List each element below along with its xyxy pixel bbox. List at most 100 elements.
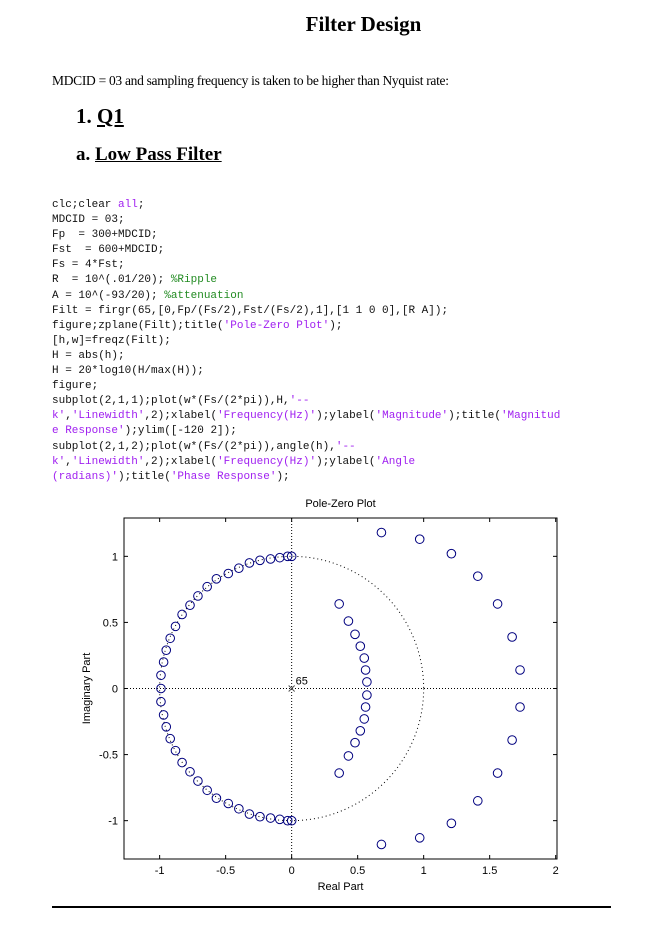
code-string: 'Magnitude' bbox=[375, 410, 449, 423]
code-line: figure;zplane(Filt);title('Pole-Zero Plo… bbox=[52, 319, 645, 334]
zero-marker bbox=[255, 811, 265, 822]
code-text: H = abs(h); bbox=[52, 349, 125, 362]
code-text: R = 10^(.01/20); bbox=[52, 274, 171, 287]
zero-marker bbox=[492, 599, 503, 609]
zero-marker bbox=[234, 803, 244, 814]
zero-marker bbox=[161, 645, 172, 655]
x-tick-label: 0 bbox=[289, 865, 295, 877]
code-line: (radians)');title('Phase Response'); bbox=[52, 470, 645, 485]
subsection-number: a. bbox=[76, 144, 91, 165]
zero-marker bbox=[360, 665, 371, 675]
code-text: MDCID = 03; bbox=[52, 214, 125, 227]
code-string: 'Angle bbox=[375, 455, 416, 468]
x-tick-label: 1.5 bbox=[482, 865, 497, 877]
code-text: , bbox=[65, 410, 72, 423]
code-line: MDCID = 03; bbox=[52, 213, 645, 228]
x-tick-label: 2 bbox=[553, 865, 559, 877]
code-text: clc;clear bbox=[52, 199, 119, 211]
zero-marker bbox=[362, 677, 372, 687]
intro-paragraph: MDCID = 03 and sampling frequency is tak… bbox=[52, 73, 449, 88]
zero-marker bbox=[202, 785, 212, 796]
code-text: , bbox=[65, 455, 72, 468]
code-string: '-- bbox=[289, 395, 310, 408]
zero-marker bbox=[286, 551, 297, 562]
code-text: ); bbox=[329, 319, 343, 332]
unit-circle bbox=[159, 555, 425, 822]
code-string: 'Magnitud bbox=[500, 410, 561, 423]
code-line: R = 10^(.01/20); %Ripple bbox=[52, 273, 645, 288]
zero-marker bbox=[223, 798, 234, 809]
code-text: [h,w]=freqz(Filt); bbox=[52, 334, 171, 347]
zero-marker bbox=[156, 683, 166, 694]
code-line: subplot(2,1,1);plot(w*(Fs/(2*pi)),H,'-- bbox=[52, 394, 645, 409]
code-string: (radians)' bbox=[52, 470, 119, 483]
code-line: subplot(2,1,2);plot(w*(Fs/(2*pi)),angle(… bbox=[52, 440, 645, 455]
zero-marker bbox=[211, 793, 222, 804]
x-tick-label: -1 bbox=[155, 865, 165, 877]
code-text: );ylim([-120 2]); bbox=[124, 425, 237, 438]
zero-marker bbox=[515, 702, 525, 712]
x-tick-label: 0.5 bbox=[350, 865, 365, 877]
code-line: H = abs(h); bbox=[52, 349, 645, 364]
zero-marker bbox=[376, 527, 387, 538]
code-comment: %Ripple bbox=[170, 274, 218, 287]
page-bottom-rule bbox=[52, 906, 611, 908]
zero-marker bbox=[234, 563, 244, 574]
code-text: figure; bbox=[52, 380, 99, 393]
zero-marker bbox=[362, 690, 372, 700]
zero-marker bbox=[265, 813, 276, 823]
zero-marker bbox=[334, 599, 344, 609]
code-string: 'Frequency(Hz)' bbox=[217, 410, 317, 423]
zero-marker bbox=[170, 745, 181, 756]
zero-marker bbox=[472, 571, 483, 581]
code-text: H = 20*log10(H/max(H)); bbox=[52, 365, 204, 378]
code-text: ; bbox=[137, 199, 145, 211]
zero-marker bbox=[255, 555, 265, 566]
code-string: 'Linewidth' bbox=[71, 455, 145, 468]
code-string: 'Frequency(Hz)' bbox=[217, 455, 317, 468]
code-line: e Response');ylim([-120 2]); bbox=[52, 424, 645, 439]
code-string: 'Phase Response' bbox=[170, 470, 277, 483]
zero-marker bbox=[158, 710, 169, 720]
code-text: ,2);xlabel( bbox=[144, 410, 218, 423]
zero-marker bbox=[177, 757, 187, 768]
zero-marker bbox=[507, 632, 517, 642]
zero-marker bbox=[223, 568, 234, 579]
code-line: Filt = firgr(65,[0,Fp/(Fs/2),Fst/(Fs/2),… bbox=[52, 304, 645, 319]
code-text: );ylabel( bbox=[316, 455, 376, 468]
code-text: ,2);xlabel( bbox=[144, 455, 218, 468]
code-line: clc;clear all; bbox=[52, 198, 645, 213]
zero-marker bbox=[359, 714, 370, 724]
code-text: subplot(2,1,2);plot(w*(Fs/(2*pi)),angle(… bbox=[52, 440, 336, 453]
code-text: ); bbox=[276, 470, 290, 483]
code-text: A = 10^(-93/20); bbox=[52, 289, 165, 302]
zero-marker bbox=[282, 815, 293, 826]
y-tick-label: 0 bbox=[112, 684, 118, 696]
code-string: 'Linewidth' bbox=[71, 410, 145, 423]
code-comment: %attenuation bbox=[164, 289, 244, 302]
zero-marker bbox=[334, 768, 344, 778]
x-tick-label: 1 bbox=[421, 865, 427, 877]
code-text: );ylabel( bbox=[316, 410, 376, 423]
y-axis-label: Imaginary Part bbox=[81, 653, 93, 725]
zero-marker bbox=[156, 696, 166, 707]
x-tick-label: -0.5 bbox=[216, 865, 235, 877]
zero-marker bbox=[165, 633, 176, 644]
code-line: A = 10^(-93/20); %attenuation bbox=[52, 289, 645, 304]
zero-marker bbox=[376, 839, 387, 850]
zero-marker bbox=[360, 702, 371, 712]
y-tick-label: -1 bbox=[108, 816, 118, 828]
code-string: 'Pole-Zero Plot' bbox=[223, 319, 330, 332]
y-tick-label: 1 bbox=[112, 551, 118, 563]
subsection-heading: a. Low Pass Filter bbox=[76, 144, 222, 166]
matlab-code-block: clc;clear all; MDCID = 03; Fp = 300+MDCID;… bbox=[52, 198, 645, 485]
pole-marker bbox=[288, 685, 296, 692]
plot-title: Pole-Zero Plot bbox=[305, 498, 375, 510]
code-text: Fst = 600+MDCID; bbox=[52, 244, 165, 257]
zero-marker bbox=[355, 725, 366, 736]
zero-marker bbox=[265, 554, 276, 564]
code-text: Fp = 300+MDCID; bbox=[52, 229, 158, 242]
code-string: k' bbox=[52, 410, 66, 423]
zero-marker bbox=[177, 609, 187, 620]
